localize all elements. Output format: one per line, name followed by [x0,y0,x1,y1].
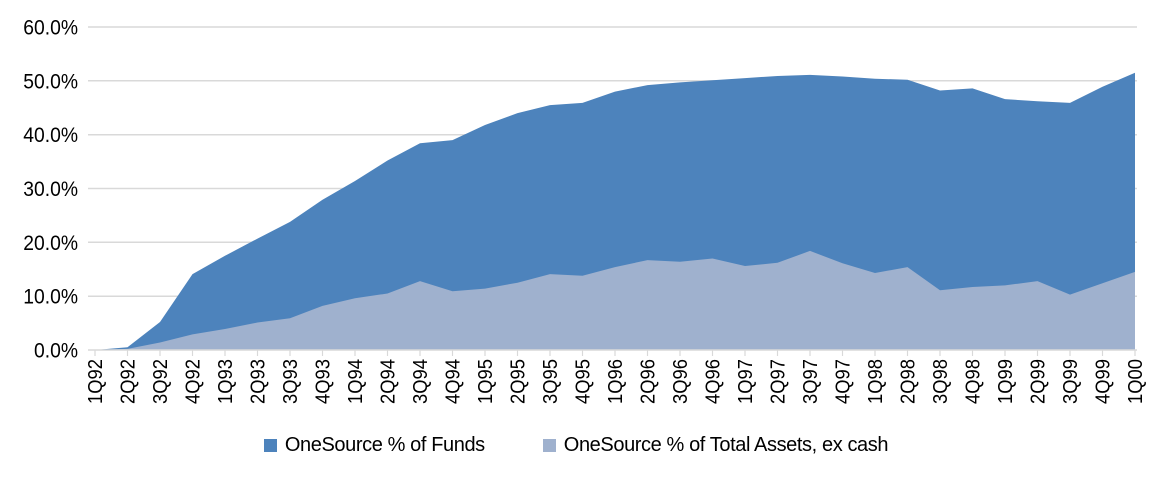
x-axis-label: 2Q97 [768,359,790,404]
legend-swatch-assets-icon [542,439,556,452]
x-axis-label: 1Q00 [1125,359,1147,404]
assets-ex-cash-area [95,250,1135,350]
x-axis-label: 1Q93 [215,359,237,404]
y-axis-label: 20.0% [23,232,78,255]
x-axis-label: 3Q92 [150,359,172,404]
x-axis-label: 3Q99 [1060,359,1082,404]
x-axis-label: 3Q95 [540,359,562,404]
x-axis-label: 1Q92 [85,359,107,404]
x-axis-label: 2Q98 [898,359,920,404]
x-axis-label: 3Q98 [930,359,952,404]
x-axis-label: 3Q96 [670,359,692,404]
x-axis-label: 4Q97 [833,359,855,404]
x-axis-label: 1Q94 [345,359,367,404]
x-axis-label: 4Q95 [573,359,595,404]
x-axis-label: 2Q92 [118,359,140,404]
x-axis-label: 4Q99 [1093,359,1115,404]
y-axis-label: 60.0% [23,17,78,40]
legend-label-funds: OneSource % of Funds [284,434,485,456]
x-axis-label: 1Q98 [865,359,887,404]
legend-item-assets: OneSource % of Total Assets, ex cash [542,434,889,457]
x-axis-label: 2Q99 [1028,359,1050,404]
x-axis-label: 2Q94 [378,359,400,404]
x-axis-label: 4Q96 [703,359,725,404]
x-axis-label: 4Q93 [313,359,335,404]
y-axis-label: 40.0% [23,125,78,148]
legend-swatch-funds-icon [263,439,277,452]
x-axis-label: 3Q94 [410,359,432,404]
x-axis-label: 1Q96 [605,359,627,404]
x-axis-label: 4Q98 [963,359,985,404]
x-axis-label: 2Q93 [248,359,270,404]
legend-item-funds: OneSource % of Funds [263,434,485,457]
legend-label-assets: OneSource % of Total Assets, ex cash [563,434,889,456]
x-axis-label: 3Q93 [280,359,302,404]
area-chart: 0.0% 10.0% 20.0% 30.0% 40.0% 50.0% 60.0% 1Q92 2Q… [23,17,1147,404]
x-axis-label: 2Q95 [508,359,530,404]
x-axis-label: 4Q94 [443,359,465,404]
y-axis-label: 50.0% [23,71,78,94]
chart-legend: OneSource % of Funds OneSource % of Tota… [0,434,1152,457]
x-axis-label: 1Q95 [475,359,497,404]
y-axis-label: 0.0% [34,340,78,363]
x-axis-label: 1Q97 [735,359,757,404]
x-axis-label: 4Q92 [183,359,205,404]
x-axis-label: 1Q99 [995,359,1017,404]
y-axis-label: 10.0% [23,286,78,309]
x-axis-label: 2Q96 [638,359,660,404]
x-axis-label: 3Q97 [800,359,822,404]
y-axis-label: 30.0% [23,178,78,201]
